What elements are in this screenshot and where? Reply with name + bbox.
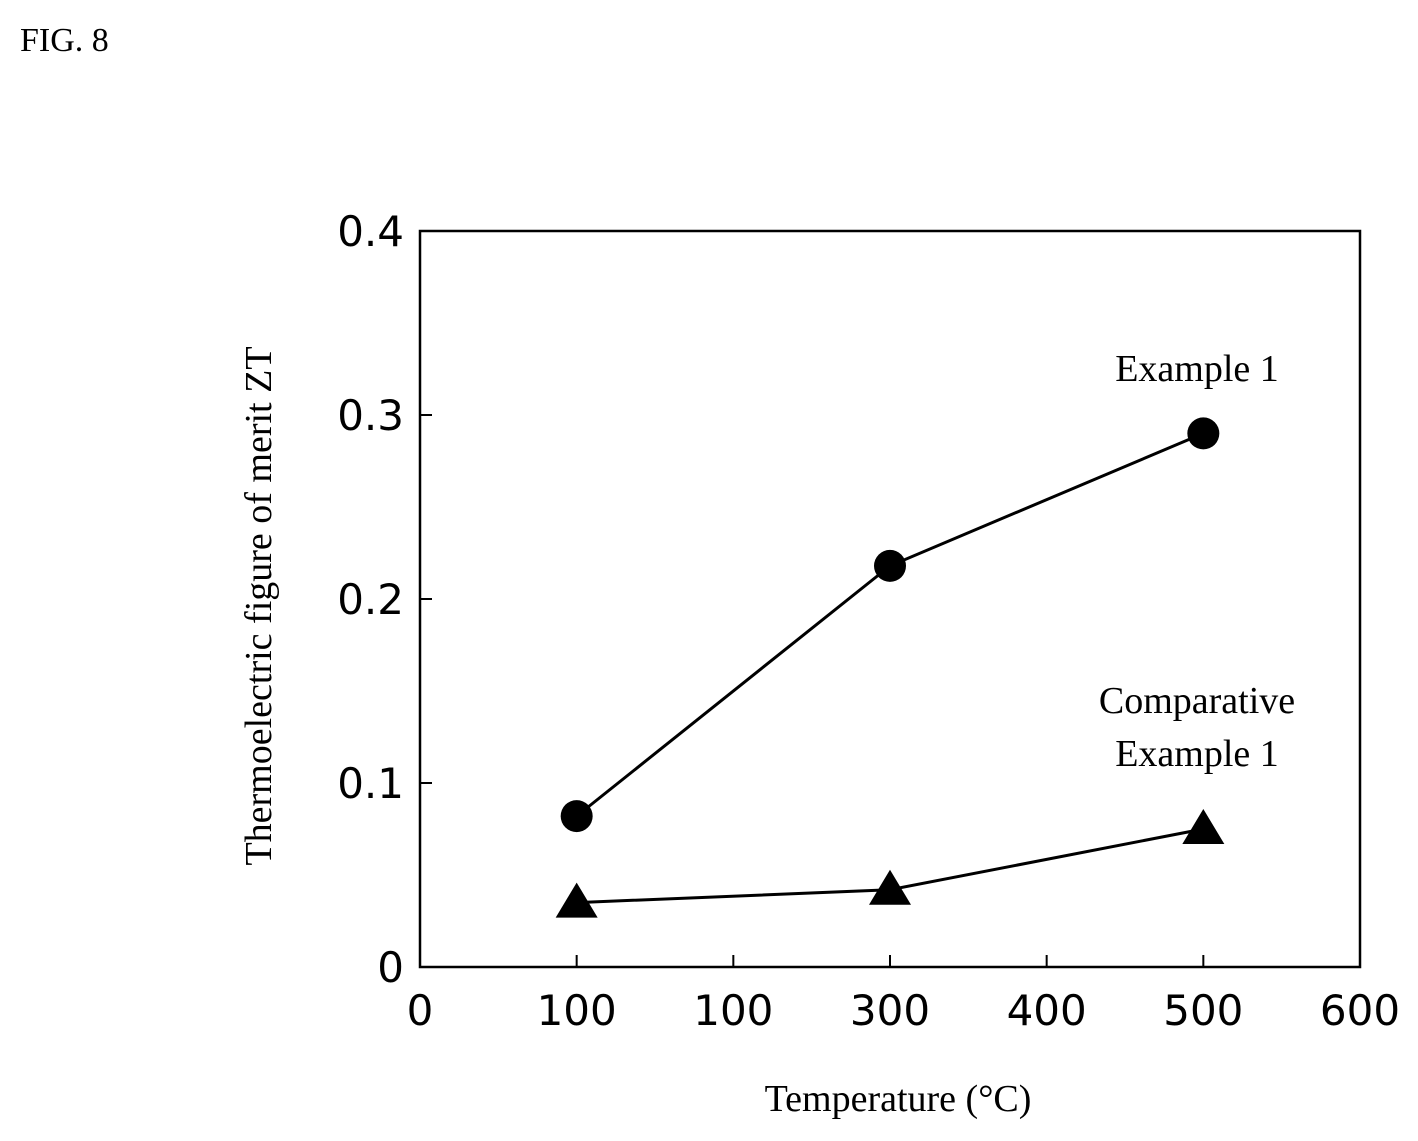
y-tick-label: 0.3 [337, 391, 404, 440]
y-tick-label: 0.4 [337, 207, 404, 256]
data-point-triangle [555, 882, 598, 918]
series-label-comparative-line-1: Comparative [1099, 680, 1295, 722]
x-tick-label: 100 [693, 986, 773, 1035]
x-tick-label: 0 [407, 986, 434, 1035]
data-point-triangle [1182, 809, 1225, 844]
data-point-circle [560, 800, 593, 833]
y-axis-tick-labels: 0 0.1 0.2 0.3 0.4 [337, 207, 404, 992]
y-tick-label: 0 [377, 943, 404, 992]
x-axis-tick-labels: 0 100 100 300 400 500 600 [407, 986, 1400, 1035]
series-line-1 [575, 432, 1204, 818]
y-axis-title: Thermoelectric figure of merit ZT [238, 346, 280, 865]
data-point-triangle [869, 869, 911, 905]
y-tick-label: 0.1 [337, 759, 404, 808]
series-label-comparative-line-2: Example 1 [1115, 733, 1279, 775]
x-tick-label: 600 [1320, 986, 1400, 1035]
x-axis-ticks [575, 955, 1205, 967]
series-lines [575, 432, 1204, 905]
series-label-example-1: Example 1 [1115, 348, 1279, 390]
y-axis-ticks [420, 414, 432, 784]
plot-frame [418, 229, 1362, 969]
x-tick-label: 100 [537, 986, 617, 1035]
series-markers [555, 417, 1225, 918]
x-tick-label: 300 [850, 986, 930, 1035]
x-tick-label: 500 [1163, 986, 1243, 1035]
data-point-circle [1187, 417, 1220, 450]
data-point-circle [874, 549, 906, 582]
x-axis-title: Temperature (°C) [765, 1078, 1032, 1120]
x-tick-label: 400 [1007, 986, 1087, 1035]
figure-label: FIG. 8 [20, 22, 109, 59]
y-tick-label: 0.2 [337, 575, 404, 624]
